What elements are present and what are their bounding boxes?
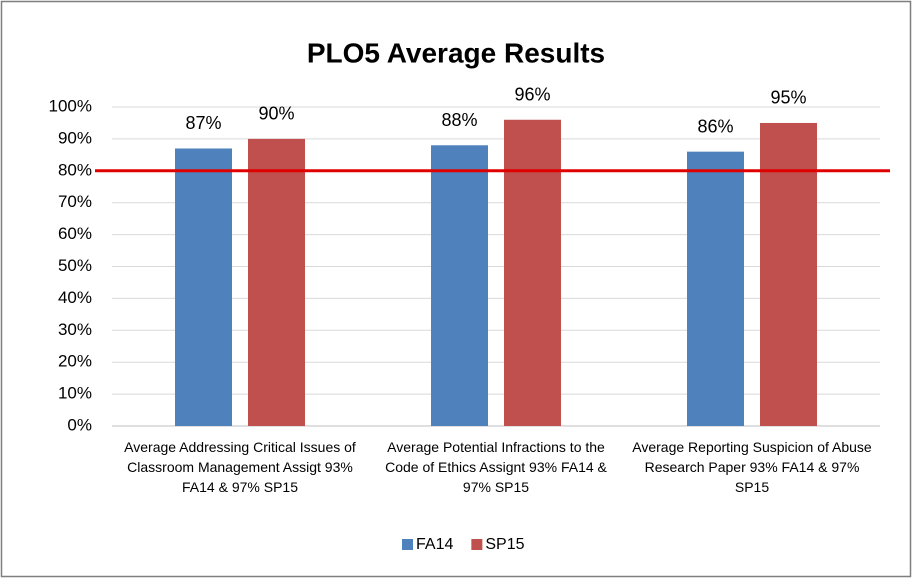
x-tick-label-line: FA14 & 97% SP15 [182, 479, 298, 495]
x-tick-label-line: 97% SP15 [463, 479, 529, 495]
value-label: 86% [697, 116, 733, 136]
x-tick-label-line: Classroom Management Assigt 93% [127, 459, 353, 475]
y-tick-label: 10% [58, 384, 92, 403]
bar [431, 145, 488, 426]
y-tick-label: 90% [58, 128, 92, 147]
x-tick-label-line: Average Addressing Critical Issues of [124, 439, 356, 455]
x-tick-label-line: Average Reporting Suspicion of Abuse [632, 439, 872, 455]
value-label: 88% [441, 110, 477, 130]
x-tick-label-line: Research Paper 93% FA14 & 97% [645, 459, 860, 475]
x-tick-label-line: SP15 [735, 479, 769, 495]
y-tick-label: 20% [58, 352, 92, 371]
x-tick-label: Average Reporting Suspicion of Abuse Rese… [632, 439, 872, 495]
x-tick-label-line: Code of Ethics Assignt 93% FA14 & [385, 459, 607, 475]
y-tick-label: 100% [49, 96, 92, 115]
legend-label: FA14 [416, 536, 453, 553]
value-label: 90% [258, 104, 294, 124]
y-tick-label: 70% [58, 192, 92, 211]
bar [760, 122, 817, 426]
bar [248, 138, 305, 426]
y-tick-label: 0% [67, 415, 92, 434]
y-tick-label: 30% [58, 320, 92, 339]
y-tick-label: 50% [58, 256, 92, 275]
legend-label: SP15 [485, 536, 524, 553]
value-label: 87% [185, 113, 221, 133]
x-tick-label: Average Addressing Critical Issues of Cla… [124, 439, 356, 495]
y-tick-label: 60% [58, 224, 92, 243]
legend-swatch [471, 539, 483, 550]
chart-title: PLO5 Average Results [307, 37, 605, 68]
bar [175, 148, 232, 426]
x-tick-label: Average Potential Infractions to the Code… [385, 439, 607, 495]
value-label: 96% [514, 85, 550, 105]
y-tick-label: 40% [58, 288, 92, 307]
bar [687, 151, 744, 426]
y-tick-label: 80% [58, 160, 92, 179]
legend-swatch [402, 539, 413, 550]
bar [504, 119, 561, 426]
value-label: 95% [770, 88, 806, 108]
x-tick-label-line: Average Potential Infractions to the [387, 439, 605, 455]
